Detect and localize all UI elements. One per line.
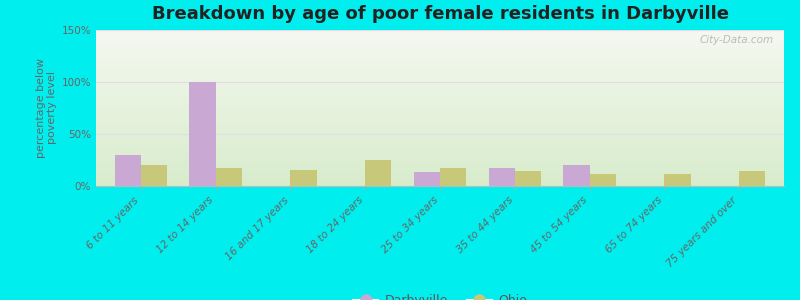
Bar xyxy=(664,173,690,186)
Bar xyxy=(590,173,616,186)
Bar xyxy=(514,171,541,186)
Bar xyxy=(739,171,766,186)
Bar xyxy=(290,170,317,186)
Bar xyxy=(216,168,242,186)
Title: Breakdown by age of poor female residents in Darbyville: Breakdown by age of poor female resident… xyxy=(151,5,729,23)
Y-axis label: percentage below
poverty level: percentage below poverty level xyxy=(36,58,58,158)
Bar xyxy=(141,165,167,186)
Bar xyxy=(563,165,590,186)
Bar xyxy=(489,168,514,186)
Bar xyxy=(190,82,216,186)
Bar xyxy=(366,160,391,186)
Bar xyxy=(440,168,466,186)
Bar xyxy=(114,155,141,186)
Legend: Darbyville, Ohio: Darbyville, Ohio xyxy=(348,289,532,300)
Text: City-Data.com: City-Data.com xyxy=(699,35,774,45)
Bar xyxy=(414,172,440,186)
